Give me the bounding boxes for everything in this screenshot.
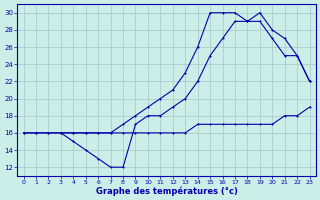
X-axis label: Graphe des températures (°c): Graphe des températures (°c)	[96, 186, 237, 196]
